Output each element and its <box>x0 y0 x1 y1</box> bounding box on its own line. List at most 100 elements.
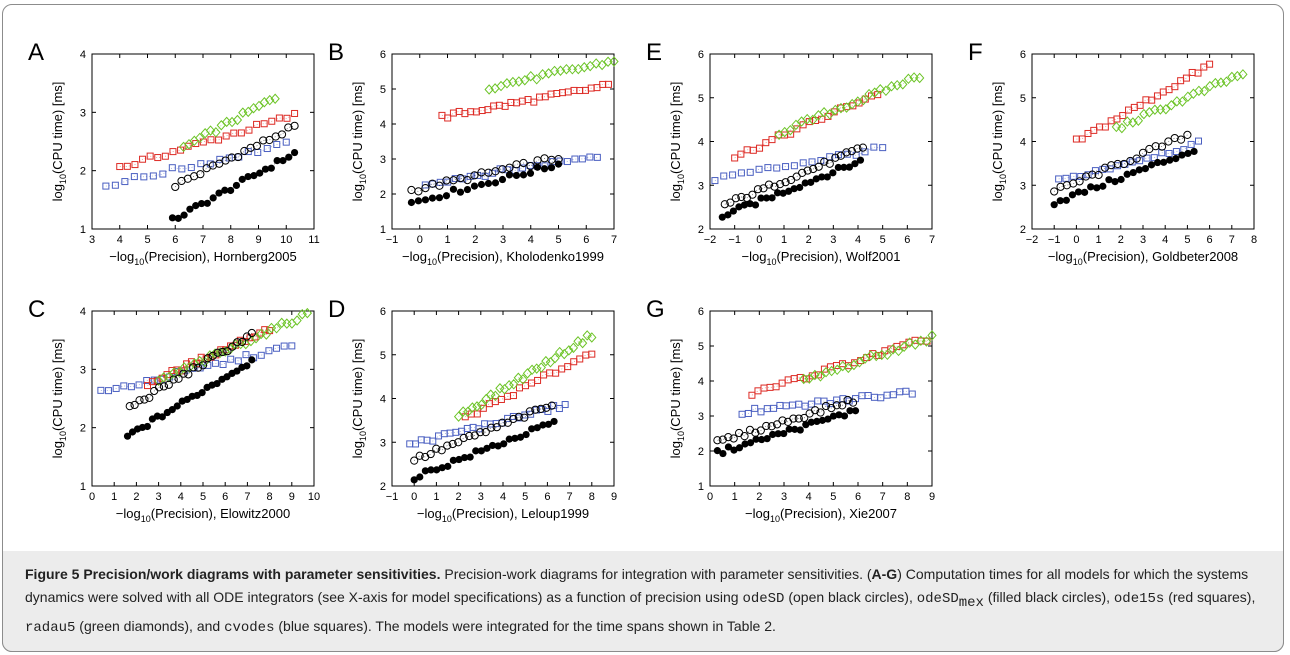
marker-odesdmex <box>491 179 500 187</box>
marker-ode15s <box>1171 83 1179 91</box>
marker-odesdmex <box>735 203 743 211</box>
y-axis-label: log10(CPU time) [ms] <box>668 82 686 202</box>
marker-cvodes <box>211 359 219 367</box>
x-tick-label: 8 <box>904 491 910 503</box>
marker-cvodes <box>790 162 798 170</box>
marker-radau5 <box>597 59 607 71</box>
marker-odesd <box>514 412 523 421</box>
marker-odesd <box>213 348 222 357</box>
marker-cvodes <box>555 405 563 413</box>
marker-radau5 <box>564 345 574 356</box>
marker-cvodes <box>593 153 601 161</box>
x-tick-label: 3 <box>781 491 787 503</box>
marker-odesd <box>247 328 256 338</box>
marker-odesdmex <box>719 449 727 458</box>
marker-ode15s <box>1078 135 1086 143</box>
marker-odesdmex <box>741 440 749 448</box>
marker-ode15s <box>444 114 452 122</box>
x-axis-label: −log10(Precision), Hornberg2005 <box>109 249 296 267</box>
marker-odesdmex <box>168 406 176 414</box>
marker-odesdmex <box>818 416 826 424</box>
marker-odesdmex <box>416 473 424 481</box>
marker-odesd <box>140 395 149 404</box>
x-tick-label: 4 <box>1162 234 1168 246</box>
marker-odesdmex <box>410 476 418 484</box>
series-line <box>1058 140 1199 180</box>
marker-radau5 <box>875 84 885 95</box>
marker-ode15s <box>564 363 572 371</box>
marker-odesd <box>729 434 738 443</box>
marker-radau5 <box>903 73 914 85</box>
y-tick-label: 6 <box>380 306 386 318</box>
x-axis-label: −log10(Precision), Xie2007 <box>745 506 897 524</box>
marker-cvodes <box>282 138 290 146</box>
marker-odesdmex <box>851 407 860 415</box>
marker-ode15s <box>570 358 578 366</box>
y-tick-label: 5 <box>380 350 386 362</box>
caption-text: (blue squares). The models were integrat… <box>274 617 776 634</box>
marker-odesd <box>218 347 227 357</box>
marker-odesd <box>492 423 501 432</box>
marker-radau5 <box>1177 96 1188 107</box>
y-tick-label: 5 <box>698 341 704 353</box>
marker-radau5 <box>1199 85 1210 97</box>
marker-odesdmex <box>428 194 437 202</box>
caption-code-cvodes: cvodes <box>224 619 275 636</box>
marker-odesd <box>778 416 787 425</box>
marker-cvodes <box>1055 175 1063 183</box>
marker-ode15s <box>772 383 780 391</box>
y-tick-label: 4 <box>698 137 704 149</box>
marker-odesdmex <box>539 421 547 429</box>
x-tick-label: −1 <box>386 491 399 503</box>
marker-radau5 <box>881 85 891 97</box>
marker-radau5 <box>476 399 487 410</box>
marker-cvodes <box>273 140 281 148</box>
marker-odesdmex <box>746 200 754 208</box>
marker-odesdmex <box>840 163 848 171</box>
marker-radau5 <box>504 380 514 391</box>
marker-radau5 <box>1194 85 1204 97</box>
marker-radau5 <box>832 364 842 376</box>
marker-cvodes <box>120 382 128 390</box>
marker-radau5 <box>802 113 812 125</box>
marker-cvodes <box>273 344 281 352</box>
marker-radau5 <box>1161 104 1171 115</box>
marker-odesdmex <box>238 175 246 183</box>
marker-odesdmex <box>1172 155 1180 163</box>
marker-radau5 <box>568 342 579 354</box>
marker-odesdmex <box>273 156 281 165</box>
marker-odesdmex <box>477 447 485 455</box>
marker-odesd <box>1107 161 1116 170</box>
marker-ode15s <box>1206 60 1214 68</box>
x-tick-label: 1 <box>1096 234 1102 246</box>
marker-odesdmex <box>774 430 782 438</box>
marker-cvodes <box>1165 149 1173 157</box>
marker-odesd <box>726 198 735 207</box>
marker-radau5 <box>555 65 566 76</box>
marker-ode15s <box>485 400 493 408</box>
marker-radau5 <box>200 356 210 368</box>
marker-cvodes <box>799 159 807 167</box>
marker-odesdmex <box>1123 170 1131 178</box>
marker-radau5 <box>577 337 588 349</box>
marker-radau5 <box>609 56 619 67</box>
panel-letter: E <box>646 39 662 66</box>
marker-cvodes <box>751 404 759 412</box>
marker-ode15s <box>1119 112 1127 120</box>
marker-ode15s <box>748 391 756 399</box>
marker-ode15s <box>161 152 169 160</box>
x-tick-label: 7 <box>567 491 573 503</box>
marker-radau5 <box>821 366 831 378</box>
marker-odesd <box>820 157 829 166</box>
marker-radau5 <box>220 346 230 357</box>
marker-odesdmex <box>840 412 849 420</box>
marker-odesd <box>410 456 419 465</box>
marker-cvodes <box>102 182 110 190</box>
marker-odesdmex <box>449 185 458 193</box>
x-tick-label: 4 <box>855 234 861 246</box>
series-line <box>411 157 559 192</box>
marker-odesdmex <box>757 194 765 202</box>
marker-radau5 <box>271 323 282 334</box>
